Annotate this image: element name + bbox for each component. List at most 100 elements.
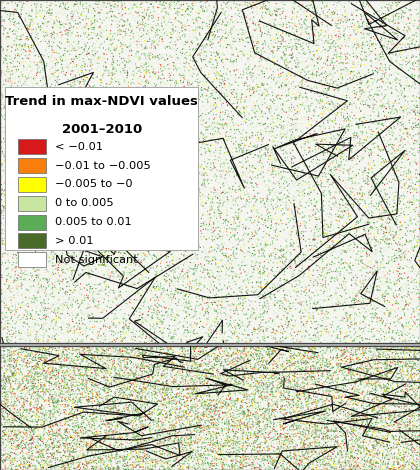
Point [224, 390, 231, 397]
Point [306, 243, 313, 251]
Point [277, 116, 284, 123]
Point [341, 295, 348, 302]
Point [379, 70, 386, 77]
Point [292, 275, 299, 282]
Point [387, 370, 394, 377]
Point [214, 179, 221, 186]
Point [338, 0, 344, 3]
Point [241, 309, 248, 316]
Point [244, 258, 250, 266]
Point [412, 184, 419, 192]
Point [344, 131, 351, 139]
Point [382, 0, 389, 6]
Point [302, 384, 309, 391]
Point [236, 336, 243, 343]
Point [375, 31, 381, 38]
Point [222, 126, 228, 134]
Point [377, 57, 383, 64]
Point [370, 139, 376, 147]
Point [281, 149, 288, 157]
Point [359, 0, 366, 8]
Point [238, 219, 244, 227]
Point [399, 189, 406, 197]
Point [216, 292, 223, 300]
Point [303, 282, 310, 290]
Point [252, 317, 259, 325]
Point [248, 3, 255, 11]
Point [289, 260, 296, 268]
Point [259, 6, 265, 13]
Point [332, 236, 339, 243]
Point [355, 403, 362, 411]
Point [323, 93, 329, 101]
Point [277, 314, 284, 321]
Point [244, 282, 251, 290]
Point [244, 90, 251, 97]
Point [357, 402, 363, 410]
Point [253, 91, 260, 99]
Point [410, 305, 417, 312]
Point [412, 211, 419, 219]
Point [309, 5, 315, 12]
Point [227, 31, 234, 39]
Point [209, 341, 215, 349]
Point [281, 128, 288, 135]
Point [376, 45, 383, 52]
Point [396, 59, 403, 67]
Point [417, 150, 420, 158]
Point [292, 283, 299, 290]
Point [273, 82, 280, 90]
Point [228, 20, 234, 27]
Point [353, 199, 360, 207]
Point [262, 293, 269, 300]
Text: −0.01 to −0.005: −0.01 to −0.005 [55, 161, 151, 171]
Point [218, 0, 224, 4]
Point [368, 184, 374, 192]
Point [297, 94, 303, 102]
Point [264, 80, 270, 87]
Point [296, 313, 302, 321]
Point [407, 0, 414, 3]
Point [344, 35, 351, 43]
Point [402, 100, 409, 107]
Point [257, 395, 264, 402]
Point [268, 248, 275, 256]
Point [248, 310, 255, 317]
Point [381, 44, 388, 51]
Point [214, 108, 221, 115]
Point [252, 322, 259, 329]
Point [354, 4, 360, 12]
Point [365, 193, 372, 200]
Point [367, 118, 374, 125]
Bar [18, 234, 46, 249]
Point [370, 268, 377, 276]
Point [353, 61, 360, 69]
Point [264, 23, 271, 31]
Point [375, 211, 382, 218]
Point [349, 374, 355, 381]
Point [259, 197, 265, 204]
Point [362, 185, 368, 192]
Point [282, 32, 289, 40]
Point [343, 63, 350, 70]
Point [296, 3, 302, 11]
Point [239, 225, 245, 232]
Point [210, 126, 216, 133]
Point [241, 169, 248, 177]
Point [328, 131, 334, 138]
Point [295, 286, 302, 294]
Point [347, 354, 354, 361]
Point [310, 357, 316, 364]
Point [419, 303, 420, 310]
Point [278, 141, 285, 149]
Point [395, 295, 402, 303]
Point [403, 75, 410, 83]
Point [322, 303, 328, 310]
Point [289, 167, 295, 175]
Point [270, 286, 277, 293]
Point [232, 52, 239, 59]
Point [350, 19, 357, 26]
Point [410, 15, 417, 23]
Point [363, 47, 370, 55]
Point [255, 59, 261, 67]
